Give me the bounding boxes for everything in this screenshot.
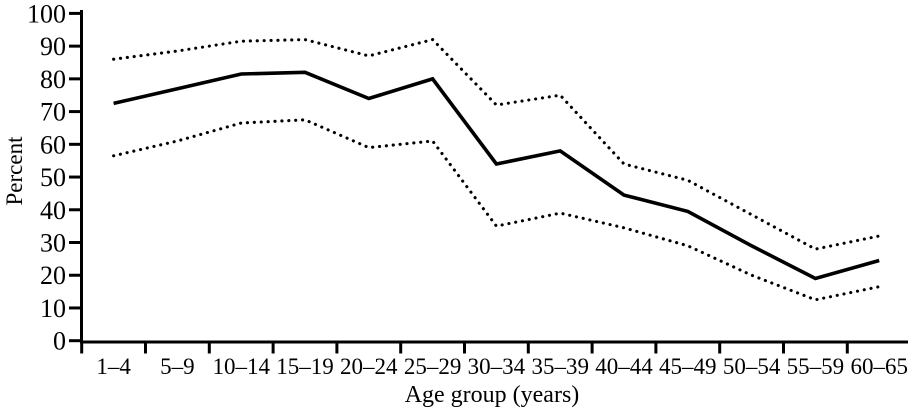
x-tick-label: 50–54 <box>723 354 781 379</box>
upper-confidence-band-line <box>112 37 881 251</box>
y-tick-label: 70 <box>40 98 66 127</box>
x-tick-label: 20–24 <box>340 354 398 379</box>
axis-tick-labels: 0 10 20 30 40 50 60 70 80 90 100 1–4 5–9 10–14 15–19 20… <box>27 0 908 379</box>
estimate-line <box>113 70 880 281</box>
x-tick-label: 1–4 <box>96 354 131 379</box>
x-tick-label: 30–34 <box>468 354 526 379</box>
lower-confidence-band-line <box>112 118 881 302</box>
y-tick-label: 80 <box>40 65 66 94</box>
x-axis-title: Age group (years) <box>405 382 580 408</box>
x-tick-label: 5–9 <box>160 354 195 379</box>
y-axis-title: Percent <box>2 136 27 206</box>
x-tick-label: 40–44 <box>595 354 653 379</box>
y-tick-label: 50 <box>40 163 66 192</box>
y-tick-label: 40 <box>40 196 66 225</box>
x-tick-label: 60–65 <box>850 354 908 379</box>
x-tick-label: 15–19 <box>276 354 334 379</box>
y-tick-label: 100 <box>27 0 66 28</box>
x-tick-label: 45–49 <box>659 354 717 379</box>
y-tick-label: 10 <box>40 294 66 323</box>
x-tick-label: 25–29 <box>404 354 462 379</box>
axes <box>80 10 908 344</box>
y-tick-label: 20 <box>40 261 66 290</box>
data-series <box>112 37 881 302</box>
y-tick-label: 60 <box>40 130 66 159</box>
y-tick-label: 0 <box>53 327 66 356</box>
y-tick-label: 90 <box>40 32 66 61</box>
x-tick-label: 10–14 <box>212 354 270 379</box>
x-tick-label: 35–39 <box>531 354 589 379</box>
x-tick-label: 55–59 <box>787 354 845 379</box>
y-tick-label: 30 <box>40 229 66 258</box>
axis-ticks <box>69 11 849 354</box>
